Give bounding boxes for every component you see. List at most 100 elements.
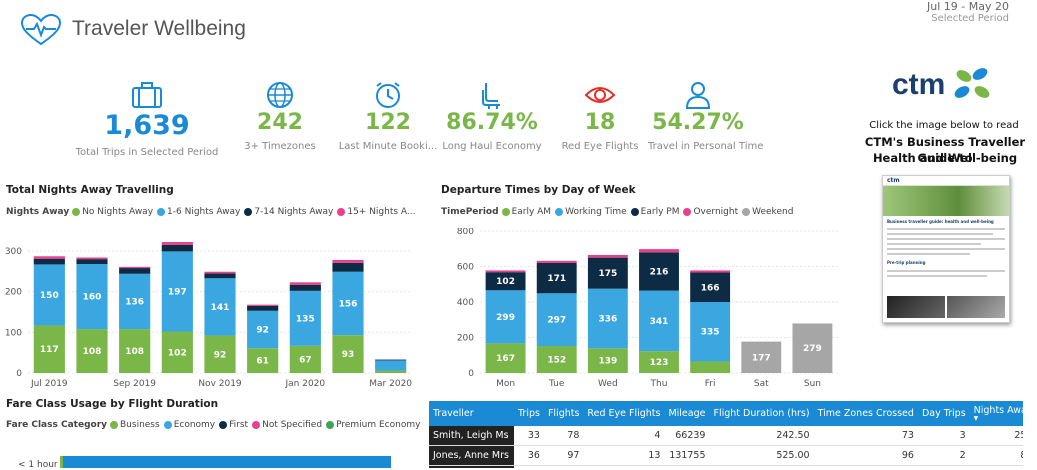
bar-segment[interactable] [33, 325, 65, 373]
table-row[interactable]: Evans, David Mr4183274410263.0055448 [429, 465, 1023, 468]
bar-segment[interactable] [289, 290, 321, 346]
x-tick-label: Sep 2019 [113, 379, 156, 389]
bar-segment[interactable] [204, 335, 236, 373]
legend-item[interactable]: Early PM [630, 207, 679, 217]
bar-segment[interactable] [33, 256, 65, 259]
bar-segment[interactable] [587, 257, 628, 289]
bar-segment[interactable] [33, 264, 65, 326]
bar-segment[interactable] [690, 272, 731, 302]
bar-segment[interactable] [204, 271, 236, 274]
bar-segment[interactable] [587, 348, 628, 373]
x-tick-label: Jan 2020 [285, 379, 326, 389]
column-header[interactable]: Flight Duration (hrs) [709, 401, 814, 426]
kpi-long-haul: 86.74% Long Haul Economy [442, 80, 542, 152]
bar-segment[interactable] [161, 244, 193, 252]
bar-segment[interactable] [247, 305, 279, 311]
legend-item[interactable]: Working Time [555, 207, 627, 217]
bar-segment[interactable] [161, 242, 193, 245]
bar-segment[interactable] [536, 293, 577, 347]
legend-item[interactable]: No Nights Away [72, 207, 153, 217]
legend-item[interactable]: Weekend [742, 207, 793, 217]
column-header[interactable]: Flights [543, 401, 584, 426]
bar-segment[interactable] [375, 359, 407, 361]
bar-segment[interactable] [204, 273, 236, 279]
legend-item[interactable]: 1-6 Nights Away [157, 207, 240, 217]
bar-segment[interactable] [247, 304, 279, 306]
column-header-label: Traveller [433, 408, 474, 419]
legend-item[interactable]: 15+ Nights A... [337, 207, 416, 217]
bar-segment[interactable] [76, 264, 108, 330]
bar-segment[interactable] [741, 341, 782, 373]
column-header[interactable]: Nights Away▼ [969, 401, 1023, 426]
bar-segment[interactable] [247, 348, 279, 373]
bar-segment[interactable] [485, 343, 526, 373]
bar-segment[interactable] [485, 290, 526, 344]
bar-segment[interactable] [485, 272, 526, 291]
bar-segment[interactable] [33, 258, 65, 265]
legend-item[interactable]: Premium Economy [326, 420, 420, 430]
bar-segment[interactable] [289, 345, 321, 373]
bar-segment[interactable] [690, 302, 731, 362]
bar-segment[interactable] [204, 278, 236, 336]
fare-bar[interactable] [60, 456, 391, 468]
bar-segment[interactable] [536, 262, 577, 294]
bar-segment[interactable] [639, 351, 679, 373]
legend-item[interactable]: Business [110, 420, 160, 430]
legend-item[interactable]: 7-14 Nights Away [244, 207, 333, 217]
bar-segment[interactable] [76, 329, 108, 373]
bar-segment[interactable] [76, 259, 108, 265]
table-cell: 4 [917, 465, 970, 468]
table-cell: 255 [969, 426, 1023, 446]
bar-segment[interactable] [639, 252, 679, 291]
bar-segment[interactable] [161, 251, 193, 332]
column-header[interactable]: Day Trips [917, 401, 970, 426]
bar-segment[interactable] [587, 254, 628, 258]
bar-segment[interactable] [536, 346, 577, 373]
column-header-label: Flight Duration (hrs) [713, 408, 810, 419]
bar-segment[interactable] [119, 273, 151, 330]
bar-segment[interactable] [332, 259, 364, 263]
y-tick-label: 0 [16, 369, 22, 379]
legend-item[interactable]: First [219, 420, 248, 430]
bar-segment[interactable] [76, 257, 108, 260]
bar-segment[interactable] [247, 310, 279, 349]
guide-thumbnail[interactable]: ctm Business traveller guide: health and… [882, 175, 1010, 323]
bar-segment[interactable] [119, 329, 151, 373]
bar-segment[interactable] [289, 282, 321, 285]
x-tick-label: Mar 2020 [369, 379, 412, 389]
bar-segment[interactable] [332, 271, 364, 336]
bar-segment[interactable] [587, 288, 628, 349]
bar-segment[interactable] [690, 361, 731, 373]
bar-segment[interactable] [161, 331, 193, 373]
bar-segment[interactable] [119, 268, 151, 274]
bar-segment[interactable] [119, 266, 151, 269]
bar-segment[interactable] [639, 290, 679, 352]
column-header[interactable]: Red Eye Flights [583, 401, 665, 426]
column-header[interactable]: Traveller [429, 401, 515, 426]
data-label: 156 [339, 299, 358, 309]
table-cell: 83 [543, 465, 584, 468]
legend-item[interactable]: Early AM [501, 207, 551, 217]
bar-segment[interactable] [332, 262, 364, 272]
legend-item[interactable]: Not Specified [252, 420, 322, 430]
thumb-logo: ctm [887, 177, 900, 184]
bar-segment[interactable] [289, 284, 321, 291]
bar-segment[interactable] [536, 260, 577, 263]
bar-segment[interactable] [485, 270, 526, 273]
legend-item[interactable]: Overnight [683, 207, 738, 217]
bar-segment[interactable] [375, 370, 407, 373]
legend-item[interactable]: Economy [163, 420, 215, 430]
bar-segment[interactable] [375, 360, 407, 371]
bar-segment[interactable] [792, 323, 833, 373]
column-header-label: Nights Away [973, 405, 1023, 416]
bar-segment[interactable] [332, 335, 364, 373]
bar-segment[interactable] [639, 249, 679, 253]
legend-label: Overnight [693, 207, 739, 217]
bar-segment[interactable] [690, 270, 731, 273]
ctm-logo[interactable]: ctm [892, 66, 1002, 106]
column-header[interactable]: Time Zones Crossed [813, 401, 918, 426]
column-header[interactable]: Mileage [664, 401, 710, 426]
column-header[interactable]: Trips [514, 401, 544, 426]
